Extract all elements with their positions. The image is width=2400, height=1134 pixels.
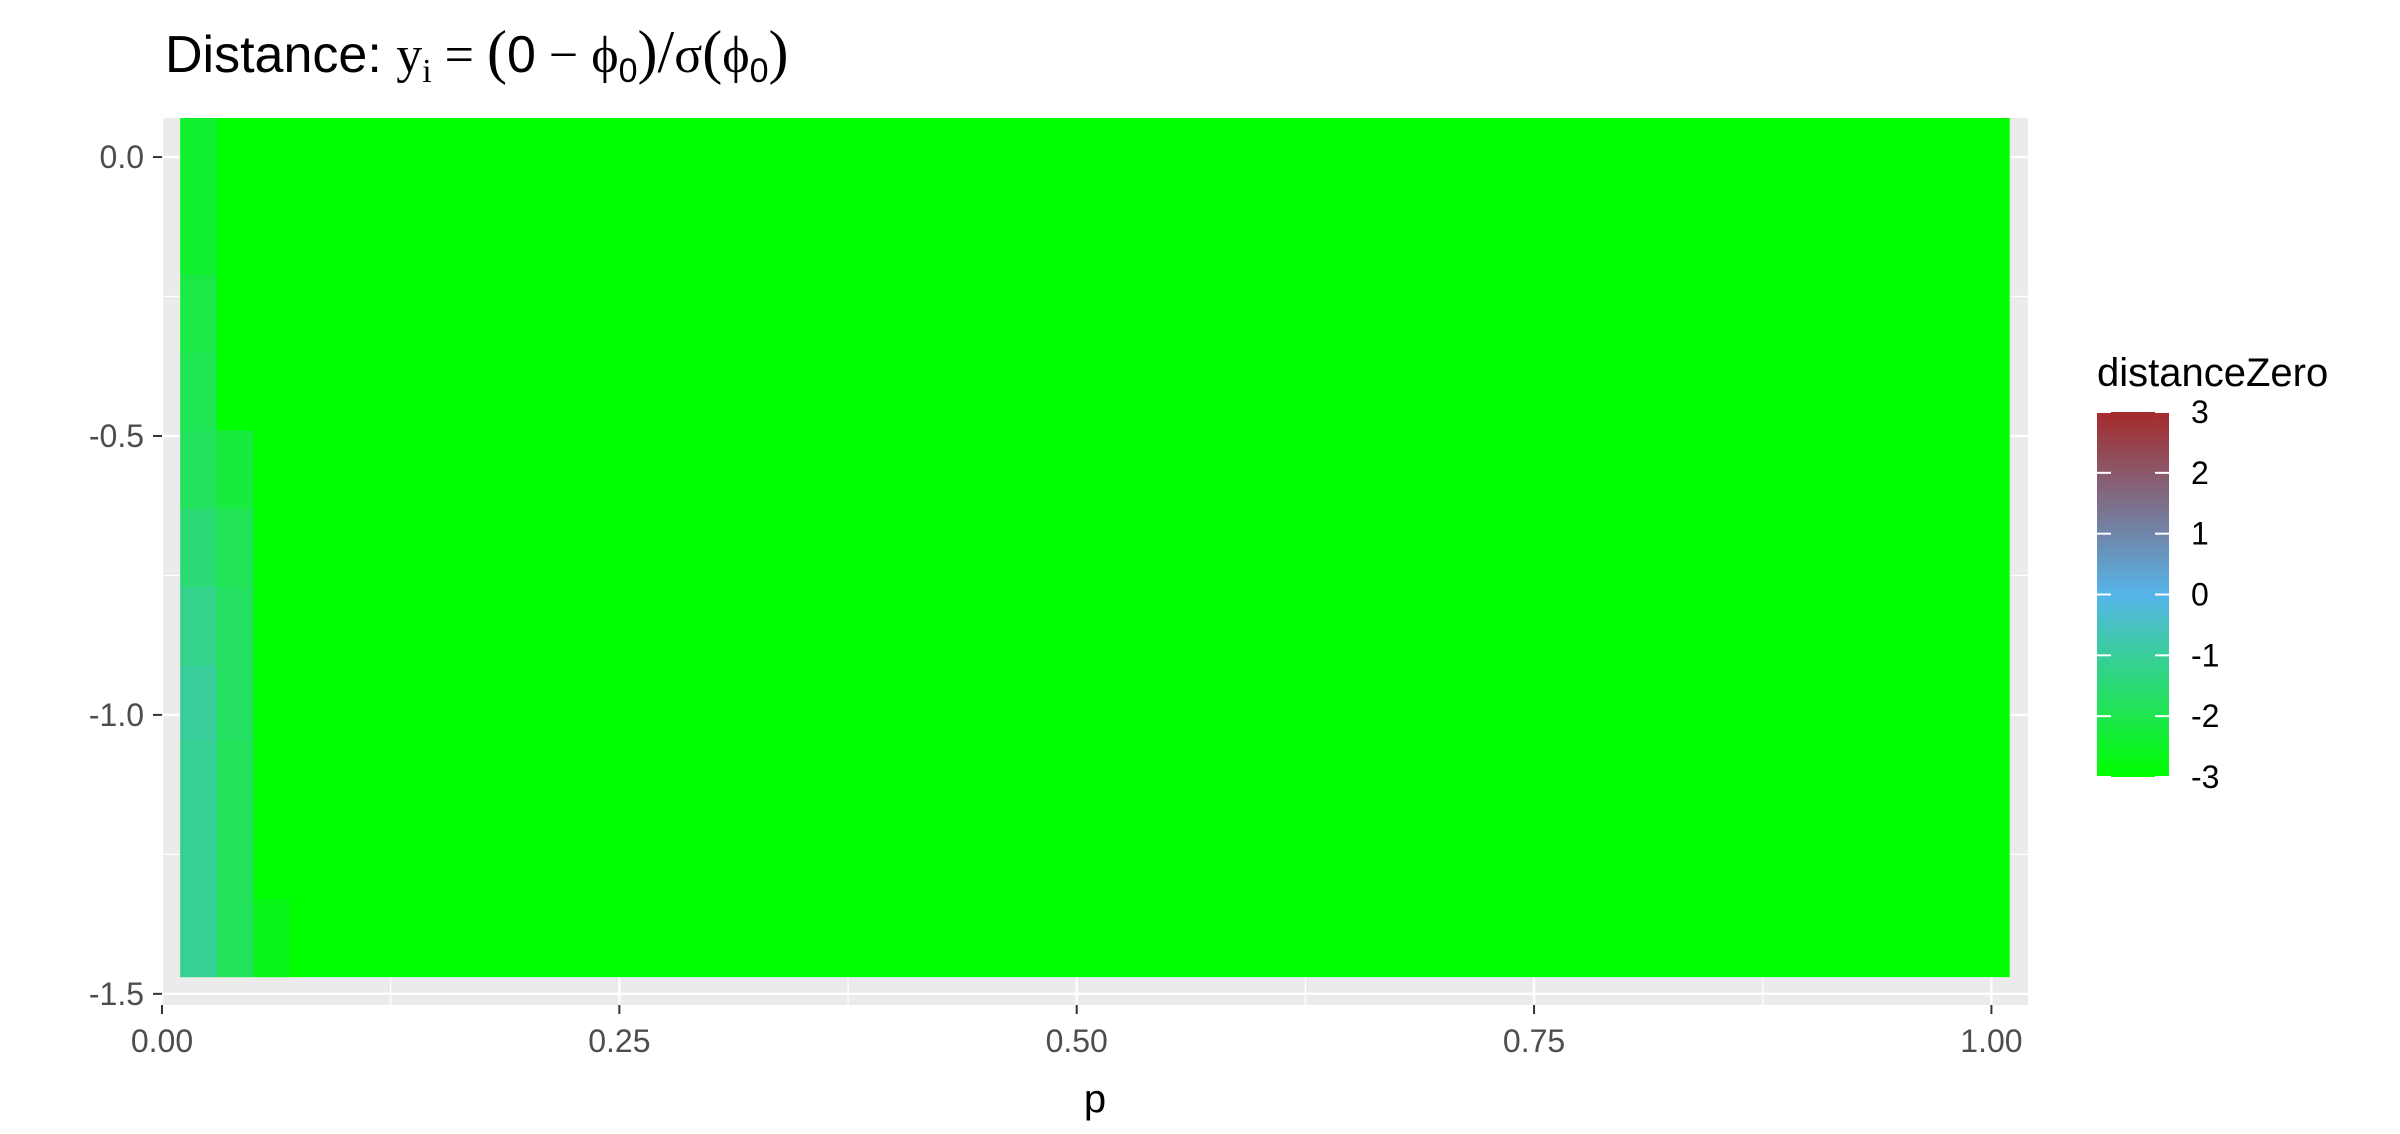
x-axis: 0.00 0.25 0.50 0.75 1.00: [131, 1005, 2023, 1059]
x-tick-label: 1.00: [1960, 1023, 2022, 1059]
heatmap-tile: [180, 118, 217, 275]
title-formula-lparen-2: (: [702, 19, 722, 85]
heatmap-tile: [253, 899, 291, 978]
title-formula-subscript-0: 0: [619, 52, 638, 90]
title-formula-subscript-0-2: 0: [750, 52, 769, 90]
title-formula-rparen-2: ): [769, 19, 789, 85]
y-tick-label: 0.0: [100, 139, 144, 175]
legend-label: 3: [2191, 394, 2209, 430]
heatmap-tile: [216, 508, 254, 587]
heatmap-tile: [180, 742, 217, 978]
legend-title: distanceZero: [2097, 351, 2328, 395]
heatmap-background-tiles: [180, 118, 2010, 978]
y-axis: 0.0 -0.5 -1.0 -1.5: [89, 139, 162, 1012]
heatmap-tile: [180, 664, 217, 743]
legend-ticks: 3 2 1 0 -1 -2 -3: [2097, 394, 2219, 795]
heatmap-tile: [180, 430, 217, 509]
title-formula-lparen: (: [487, 19, 507, 85]
heatmap-tile: [180, 352, 217, 431]
title-formula-y: y: [396, 27, 422, 84]
title-formula-sigma: σ: [674, 27, 702, 84]
legend-label: 1: [2191, 516, 2209, 552]
title-formula-minus: −: [536, 27, 591, 84]
title-formula-zero: 0: [507, 26, 536, 84]
x-tick-label: 0.50: [1046, 1023, 1108, 1059]
title-formula-rparen: ): [638, 19, 658, 85]
y-tick-label: -1.0: [89, 697, 144, 733]
title-formula-subscript-i: i: [422, 53, 431, 90]
heatmap-tiles: [180, 118, 2010, 978]
title-formula-phi-2: ϕ: [722, 27, 749, 84]
heatmap-tile: [180, 586, 217, 665]
title-prefix: Distance:: [165, 26, 396, 84]
x-tick-label: 0.25: [588, 1023, 650, 1059]
chart-title: Distance: yi = (0 − ϕ0)/σ(ϕ0): [165, 19, 788, 90]
y-tick-label: -1.5: [89, 976, 144, 1012]
legend-label: 0: [2191, 577, 2209, 613]
x-tick-label: 0.75: [1503, 1023, 1565, 1059]
heatmap-tile: [180, 508, 217, 587]
title-formula-slash: /: [658, 19, 675, 85]
heatmap-tile: [216, 430, 254, 509]
heatmap-tile: [180, 274, 217, 353]
legend-label: -1: [2191, 637, 2219, 673]
title-formula-phi: ϕ: [591, 27, 618, 84]
y-tick-label: -0.5: [89, 418, 144, 454]
heatmap-tile: [216, 742, 254, 978]
legend-label: -2: [2191, 698, 2219, 734]
x-tick-label: 0.00: [131, 1023, 193, 1059]
x-axis-title: p: [1084, 1077, 1106, 1121]
title-formula-equals: =: [432, 27, 487, 84]
legend-label: -3: [2191, 759, 2219, 795]
heatmap-tile: [216, 586, 254, 743]
legend-label: 2: [2191, 455, 2209, 491]
